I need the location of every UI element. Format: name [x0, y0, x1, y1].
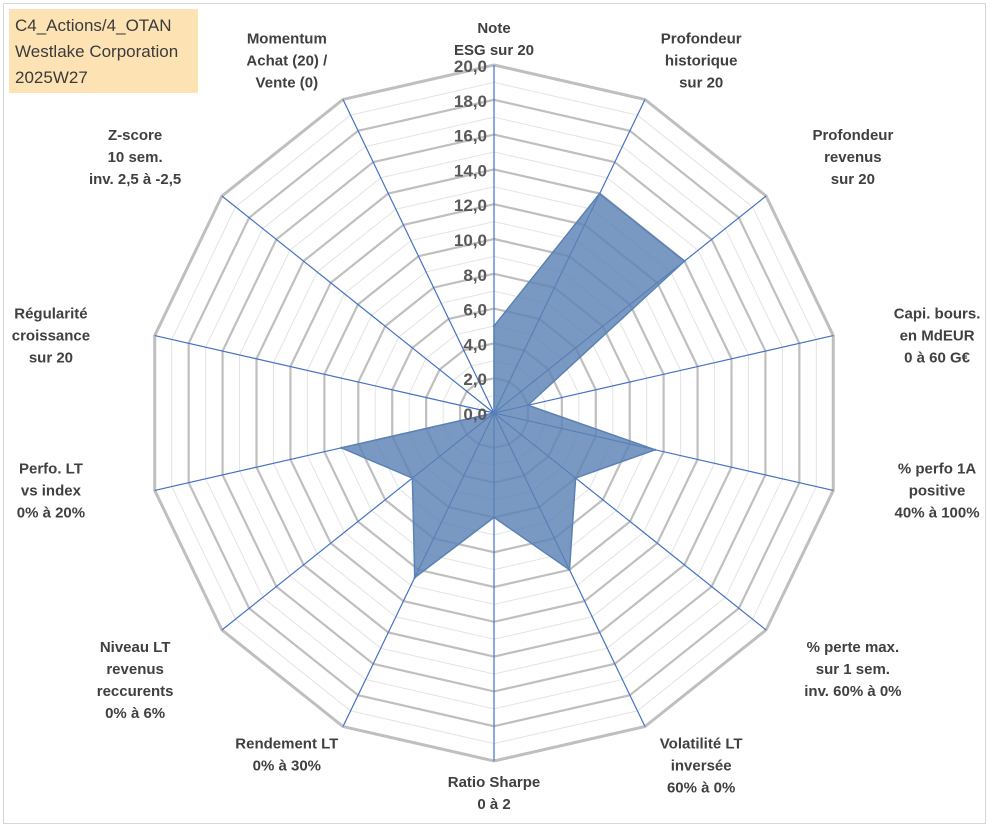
- axis-label-line: inv. 2,5 à -2,5: [89, 171, 181, 188]
- tick-label: 2,0: [463, 370, 487, 389]
- axis-label-line: historique: [665, 52, 738, 69]
- tick-label: 6,0: [463, 301, 487, 320]
- axis-label-line: inversée: [671, 758, 732, 775]
- axis-label-line: 10 sem.: [108, 149, 163, 166]
- axis-label-line: Perfo. LT: [19, 460, 83, 477]
- axis-label-line: en MdEUR: [900, 328, 975, 345]
- axis-label-line: sur 20: [679, 74, 723, 91]
- data-point: [568, 568, 571, 571]
- data-point: [683, 259, 686, 263]
- axis-label-line: sur 20: [29, 350, 73, 367]
- tick-label: 14,0: [454, 161, 487, 180]
- axis-label: Profondeur historique sur 20: [661, 30, 742, 91]
- spoke-line: [493, 334, 834, 414]
- data-point: [492, 516, 496, 519]
- axis-label: Momentum Achat (20) / Vente (0): [246, 30, 328, 91]
- axis-label: Volatilité LT inversée 60% à 0%: [660, 736, 743, 797]
- tick-label: 0,0: [463, 405, 487, 424]
- axis-label: Régularité croissance sur 20: [12, 306, 90, 367]
- axis-label-line: Vente (0): [256, 74, 319, 91]
- tick-label: 12,0: [454, 196, 487, 215]
- axis-labels: Note ESG sur 20 Profondeur historique sur 20…: [12, 20, 981, 813]
- spoke-line: [342, 99, 495, 414]
- axis-label-line: Niveau LT: [100, 639, 171, 656]
- data-point: [492, 324, 496, 328]
- axis-label-line: Achat (20) /: [246, 52, 328, 69]
- data-point: [413, 576, 416, 579]
- axis-label: Ratio Sharpe 0 à 2: [448, 774, 541, 813]
- axis-label-line: revenus: [824, 149, 882, 166]
- tick-label: 20,0: [454, 57, 487, 76]
- axis-label-line: Capi. bours.: [894, 306, 981, 323]
- axis-label: % perfo 1A positive 40% à 100%: [895, 460, 980, 521]
- axis-label-line: vs index: [21, 482, 82, 499]
- axis-label-line: Régularité: [14, 306, 87, 323]
- tick-label: 16,0: [454, 127, 487, 146]
- axis-label-line: 0% à 6%: [105, 705, 165, 722]
- axis-label-line: Volatilité LT: [660, 736, 743, 753]
- axis-label-line: croissance: [12, 328, 90, 345]
- axis-label-line: Rendement LT: [235, 736, 338, 753]
- tick-label: 4,0: [463, 335, 487, 354]
- data-point: [340, 446, 343, 450]
- axis-label-line: 40% à 100%: [895, 504, 980, 521]
- axis-label: Note ESG sur 20: [454, 20, 534, 59]
- series: [340, 192, 686, 579]
- axis-label-line: 0% à 20%: [17, 504, 85, 521]
- tick-label: 8,0: [463, 266, 487, 285]
- data-point: [598, 192, 601, 195]
- axis-label: Z-score 10 sem. inv. 2,5 à -2,5: [89, 127, 181, 188]
- data-point: [492, 411, 496, 415]
- axis-label-line: reccurents: [97, 683, 174, 700]
- axis-label: Perfo. LT vs index 0% à 20%: [17, 460, 85, 521]
- data-point: [574, 476, 577, 480]
- axis-label: % perte max. sur 1 sem. inv. 60% à 0%: [804, 639, 901, 700]
- axis-label-line: sur 1 sem.: [816, 661, 890, 678]
- axis-label-line: % perfo 1A: [898, 460, 977, 477]
- axis-label-line: Profondeur: [812, 127, 893, 144]
- spoke-line: [154, 334, 495, 414]
- axis-label-line: 0 à 60 G€: [904, 350, 971, 367]
- axis-label-line: positive: [909, 482, 966, 499]
- axis-label: Rendement LT 0% à 30%: [235, 736, 338, 775]
- info-line-week: 2025W27: [15, 68, 88, 87]
- axis-label-line: Profondeur: [661, 30, 742, 47]
- tick-label: 18,0: [454, 92, 487, 111]
- axis-label-line: ESG sur 20: [454, 42, 534, 59]
- info-line-company: Westlake Corporation: [15, 42, 179, 61]
- axis-label-line: 60% à 0%: [667, 780, 735, 797]
- axis-label-line: Momentum: [247, 30, 327, 47]
- axis-label-line: 0 à 2: [477, 796, 510, 813]
- data-point: [526, 404, 530, 407]
- tick-labels: 0,0 2,0 4,0 6,0 8,0 10,0 12,0 14,0 16,0 18,0 20,0: [454, 57, 487, 424]
- series-area: [340, 192, 686, 579]
- axis-label: Profondeur revenus sur 20: [812, 127, 893, 188]
- data-point: [653, 448, 657, 451]
- axis-label: Niveau LT revenus reccurents 0% à 6%: [97, 639, 174, 722]
- axis-label-line: Z-score: [108, 127, 162, 144]
- axis-label-line: Note: [477, 20, 510, 37]
- axis-label-line: revenus: [106, 661, 164, 678]
- axis-label-line: % perte max.: [807, 639, 900, 656]
- tick-label: 10,0: [454, 231, 487, 250]
- spoke-line: [221, 195, 495, 414]
- axis-label-line: sur 20: [831, 171, 875, 188]
- axis-label: Capi. bours. en MdEUR 0 à 60 G€: [894, 306, 981, 367]
- info-box: C4_Actions/4_OTAN Westlake Corporation 2…: [9, 9, 198, 93]
- data-point: [411, 476, 414, 480]
- axis-label-line: Ratio Sharpe: [448, 774, 541, 791]
- axis-label-line: inv. 60% à 0%: [804, 683, 901, 700]
- axis-label-line: 0% à 30%: [253, 758, 321, 775]
- info-line-portfolio: C4_Actions/4_OTAN: [15, 16, 172, 35]
